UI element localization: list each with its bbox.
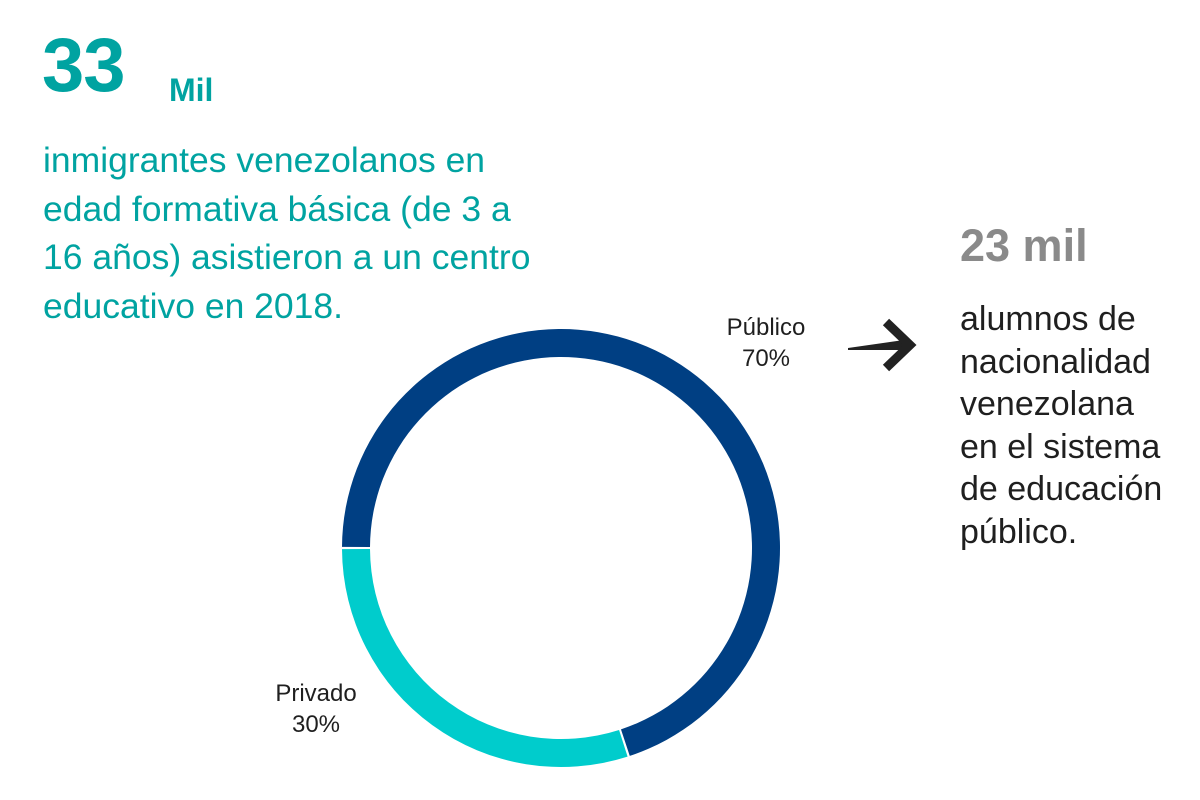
slice-label-publico-value: 70%: [741, 345, 791, 372]
callout-number: 23 mil: [960, 220, 1088, 271]
headline-description-line: edad formativa básica (de 3 a: [43, 188, 511, 229]
slice-label-privado-name: Privado: [275, 680, 357, 707]
callout-description-line: de educación: [960, 470, 1163, 508]
slice-label-privado: Privado 30%: [256, 678, 376, 740]
callout-description: alumnos de nacionalidad venezolana en el…: [960, 298, 1162, 553]
headline-unit: Mil: [169, 72, 214, 108]
headline-description-line: educativo en 2018.: [43, 285, 344, 326]
callout-description-line: alumnos de: [960, 300, 1136, 338]
donut-slice-privado: [342, 549, 628, 767]
right-arrow-icon: [848, 318, 917, 372]
slice-label-privado-value: 30%: [291, 711, 341, 738]
donut-slice-publico: [342, 329, 780, 756]
slice-label-publico: Público 70%: [706, 312, 826, 374]
callout-description-line: en el sistema: [960, 427, 1161, 466]
callout-description-line: venezolana: [960, 385, 1134, 423]
headline-description-line: inmigrantes venezolanos en: [43, 140, 486, 180]
callout-description-line: público.: [960, 512, 1078, 551]
headline-description-line: 16 años) asistieron a un centro: [43, 237, 531, 277]
callout-description-line: nacionalidad: [960, 342, 1151, 381]
slice-label-publico-name: Público: [726, 314, 806, 341]
headline-description: inmigrantes venezolanos en edad formativ…: [43, 136, 623, 330]
donut-slices: [342, 329, 780, 767]
headline-number: 33: [42, 23, 126, 108]
